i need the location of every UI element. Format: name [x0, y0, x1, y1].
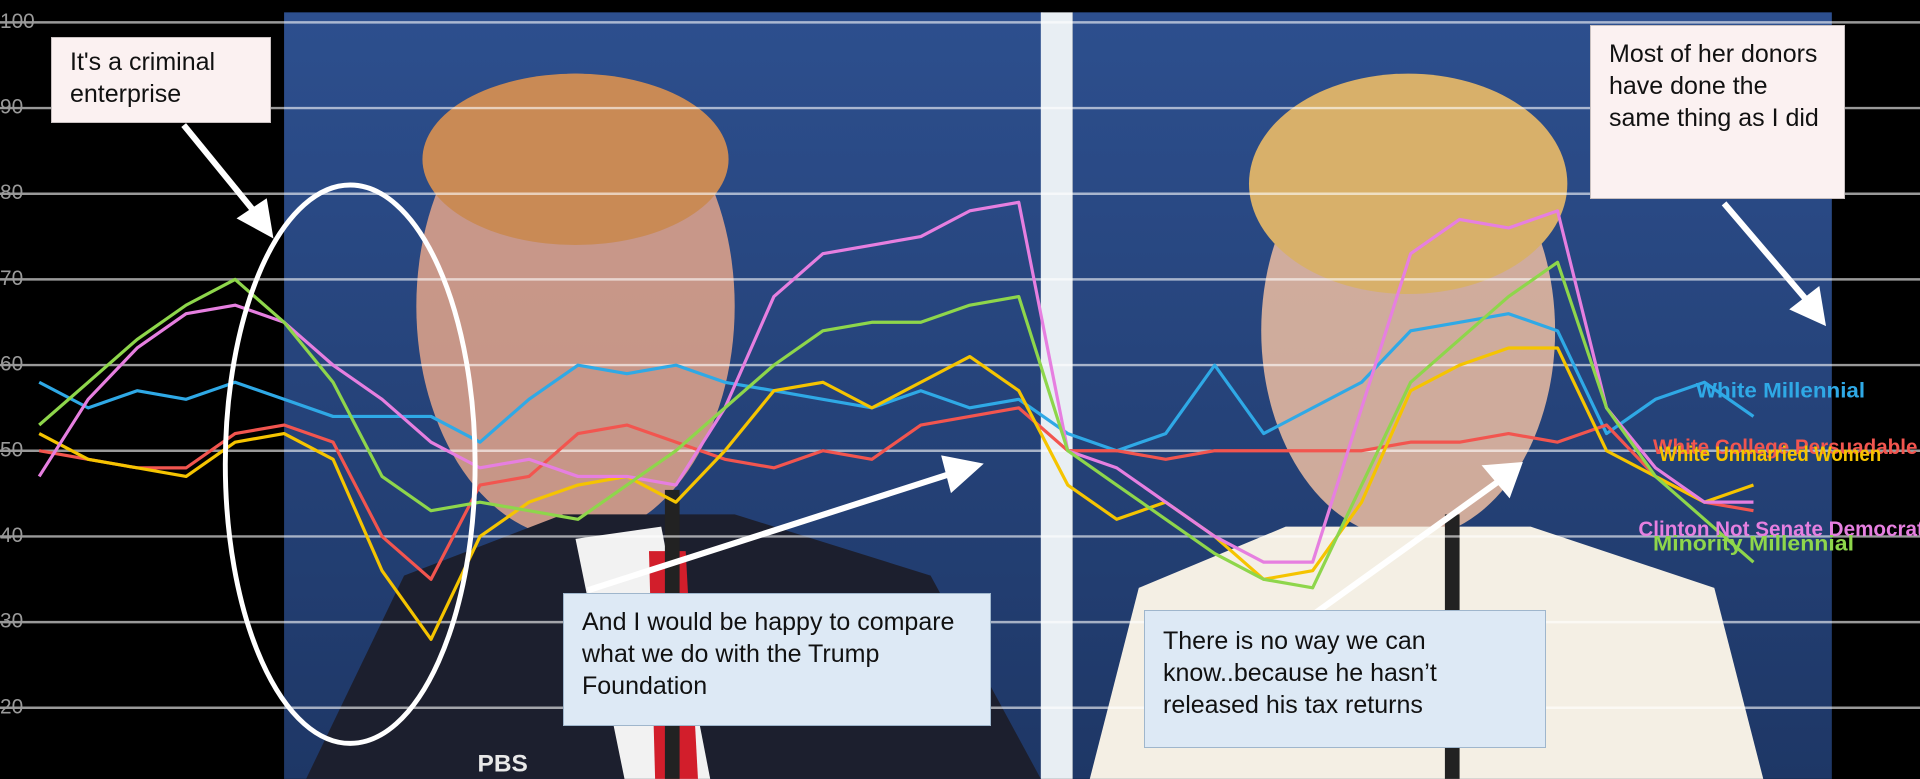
y-tick-label: 30	[0, 610, 23, 633]
series-line	[37, 200, 1754, 564]
y-tick-label: 90	[0, 96, 23, 119]
callouts	[181, 123, 1827, 746]
logo: PBS	[478, 751, 528, 778]
legend-label: White College Persuadable	[1653, 436, 1917, 459]
legend-label: White Millennial	[1696, 379, 1865, 402]
lines	[37, 200, 1755, 641]
series-line	[38, 406, 1754, 581]
y-tick-label: 100	[0, 10, 35, 33]
series-line	[38, 312, 1755, 453]
annotation: Most of her donors have done the same th…	[1590, 25, 1845, 199]
legend: White Millennial White College Persuadabl…	[1638, 379, 1920, 555]
y-tick-label: 20	[0, 695, 23, 718]
y-tick-label: 40	[0, 524, 23, 547]
y-tick-label: 50	[0, 438, 23, 461]
y-tick-label: 70	[0, 267, 23, 290]
annotation: And I would be happy to compare what we …	[563, 593, 991, 726]
series-line	[38, 260, 1755, 590]
y-tick-label: 80	[0, 181, 23, 204]
annotation: There is no way we can know..because he …	[1144, 610, 1546, 748]
series-line	[38, 346, 1754, 641]
annotation: It's a criminal enterprise	[51, 37, 271, 123]
y-tick-label: 60	[0, 353, 23, 376]
legend-label: Minority Millennial	[1653, 533, 1854, 556]
legend-label: White Unmarried Women	[1659, 443, 1881, 466]
legend-label: Clinton Not Senate Democrat	[1638, 518, 1920, 541]
